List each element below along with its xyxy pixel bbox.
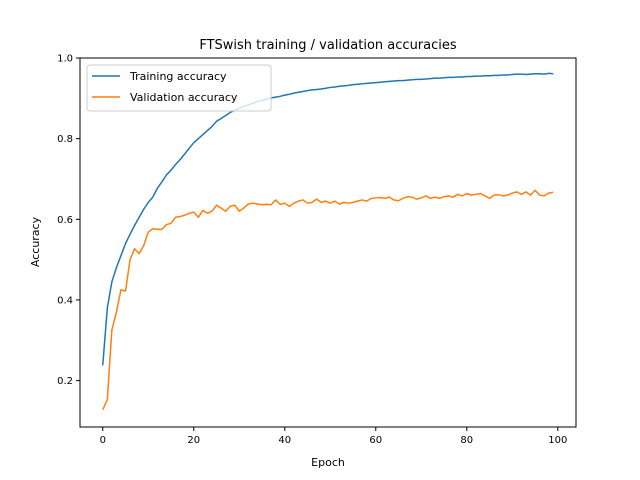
x-tick-label: 40 [278, 435, 291, 446]
series-line-training [102, 72, 554, 366]
x-tick-label: 20 [187, 435, 200, 446]
series-line-validation [102, 189, 554, 410]
axes-frame [79, 57, 577, 428]
y-tick-label: 0.4 [57, 295, 73, 306]
x-tick-label: 100 [548, 435, 567, 446]
legend-box [86, 64, 272, 112]
y-tick-label: 1.0 [57, 54, 73, 65]
chart-title: FTSwish training / validation accuracies [199, 38, 457, 53]
y-tick-label: 0.2 [57, 376, 73, 387]
x-axis-ticks: 0 20 40 60 80 100 [100, 427, 567, 446]
legend: Training accuracy Validation accuracy [86, 64, 272, 112]
series-layer [102, 72, 554, 410]
legend-label-training: Training accuracy [129, 70, 227, 83]
x-tick-label: 60 [369, 435, 382, 446]
x-tick-label: 80 [460, 435, 473, 446]
y-tick-label: 0.8 [57, 134, 73, 145]
x-axis-label: Epoch [311, 456, 345, 469]
legend-label-validation: Validation accuracy [130, 91, 238, 104]
plot-area: 0 20 40 60 80 100 0.2 0.4 0.6 0.8 1.0 [57, 54, 577, 446]
y-tick-label: 0.6 [57, 215, 73, 226]
y-axis-label: Accuracy [29, 216, 42, 267]
y-axis-ticks: 0.2 0.4 0.6 0.8 1.0 [57, 54, 80, 387]
x-tick-label: 0 [100, 435, 106, 446]
